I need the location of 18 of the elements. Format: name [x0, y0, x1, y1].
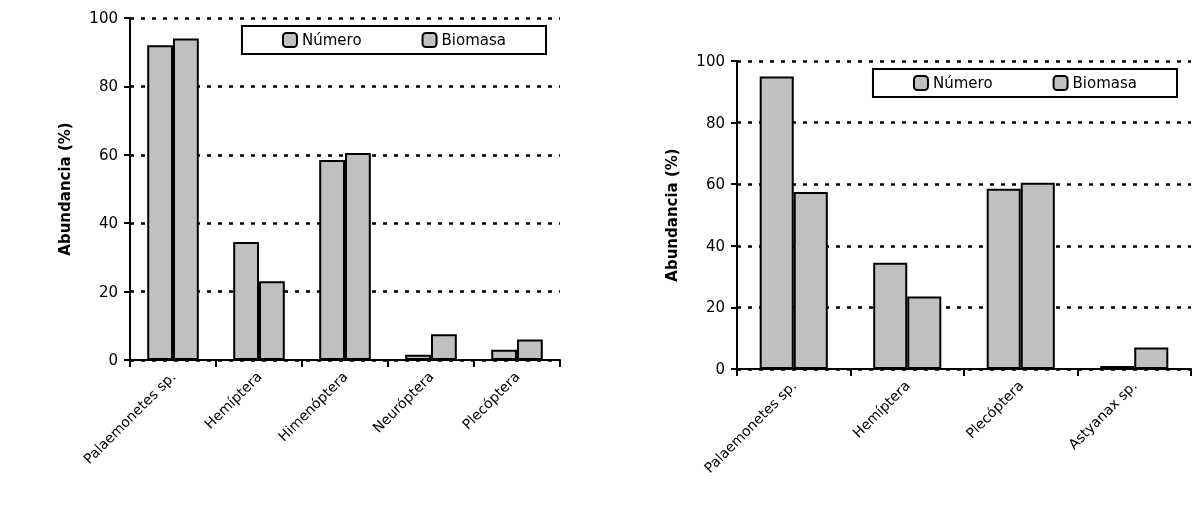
y-tick-label: 0 [108, 351, 118, 369]
y-tick-label: 20 [705, 298, 725, 317]
y-tick-label: 80 [705, 113, 725, 132]
legend-label: Biomasa [441, 31, 507, 49]
legend-label: Número [301, 31, 362, 49]
y-tick-label: 100 [696, 52, 725, 70]
y-axis-title: Abundancia (%) [662, 148, 681, 282]
y-tick-label: 60 [705, 175, 725, 194]
y-tick-label: 40 [98, 214, 118, 233]
y-tick-label: 60 [98, 145, 118, 164]
y-axis-title: Abundancia (%) [55, 122, 74, 256]
y-tick-label: 0 [715, 360, 725, 378]
y-tick-label: 20 [98, 282, 118, 301]
legend-label: Biomasa [1072, 74, 1138, 92]
y-tick-label: 40 [705, 236, 725, 255]
y-tick-label: 80 [98, 77, 118, 96]
y-tick-label: 100 [89, 9, 118, 27]
legend-label: Número [932, 74, 993, 92]
